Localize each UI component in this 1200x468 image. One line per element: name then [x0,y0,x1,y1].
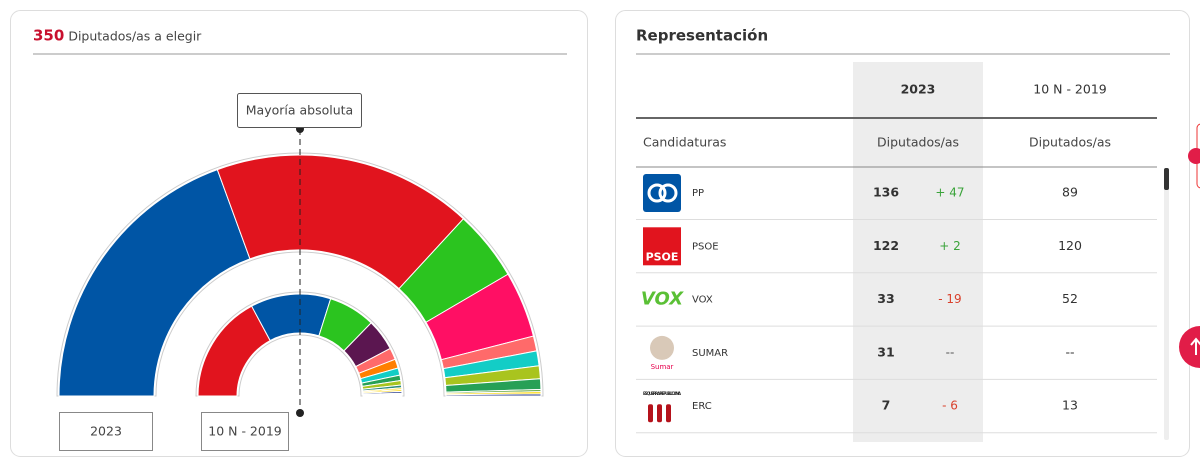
party-name: ERC [692,401,712,412]
logo-bg [643,174,681,212]
previous-seats: -- [1065,344,1074,359]
seat-change: + 47 [935,186,964,200]
table-title: Representación [636,27,768,45]
side-tab-icon[interactable] [1188,148,1200,164]
logo-text: PSOE [646,250,679,263]
hemicycle [56,152,544,397]
seat-segment [445,393,542,397]
logo-shape [666,404,671,423]
party-logo: VOX [641,289,684,310]
column-header: 10 N - 2019 [1033,82,1107,97]
majority-box [237,93,362,128]
majority-label: Mayoría absoluta [246,103,353,118]
ring-label-box[interactable] [201,412,289,451]
seat-segment [58,168,251,397]
previous-seats: 89 [1062,185,1078,200]
party-name: PP [692,188,704,199]
seat-label: Diputados/as a elegir [68,29,202,44]
subheader: Diputados/as [877,135,959,150]
logo-text: ESQUERRA REPUBLICANA [643,391,682,396]
column-header: 2023 [901,82,936,97]
party-logo: PSOE [643,227,681,266]
seats: 122 [873,238,899,253]
seats: 33 [877,291,894,306]
logo-text: VOX [641,289,684,310]
ring-label-box[interactable] [59,412,153,451]
seats: 136 [873,185,899,200]
logo-shape [658,183,678,203]
party-name: PSOE [692,241,719,252]
logo-shape [648,404,653,423]
seats: 7 [882,398,891,413]
ring-label: 2023 [90,424,122,439]
party-logo [643,174,681,212]
arrow-icon [1190,337,1200,355]
scroll-track [1164,168,1169,440]
subheader: Diputados/as [1029,135,1111,150]
seat-segment [216,154,465,290]
previous-seats: 13 [1062,398,1078,413]
scroll-top-button[interactable] [1179,326,1200,368]
logo-shape [647,183,667,203]
logo-shape [657,404,662,423]
previous-seats: 52 [1062,291,1078,306]
highlight-column [853,62,983,442]
party-name: VOX [692,295,713,306]
party-name: SUMAR [692,348,728,359]
party-logo: ESQUERRA REPUBLICANA [643,391,682,423]
logo-bg [643,227,681,266]
majority-dot [296,409,304,417]
table-rows: PP 136 + 47 89 PSOE PSOE 122 + 2 120 VOX VOX 33 - 19… [636,174,1157,434]
previous-seats: 120 [1058,238,1082,253]
seat-count: 350 [33,27,64,45]
seats: 31 [877,344,894,359]
seat-change: -- [946,345,955,359]
seat-change: - 19 [938,292,961,306]
ring-label: 10 N - 2019 [208,424,282,439]
logo-text: Sumar [651,363,674,371]
seat-segment [362,394,403,397]
seat-change: - 6 [942,399,958,413]
scroll-thumb[interactable] [1164,168,1169,190]
logo-shape [650,335,674,360]
seat-change: + 2 [939,239,961,253]
party-logo: Sumar [650,335,674,371]
subheader: Candidaturas [643,135,726,150]
